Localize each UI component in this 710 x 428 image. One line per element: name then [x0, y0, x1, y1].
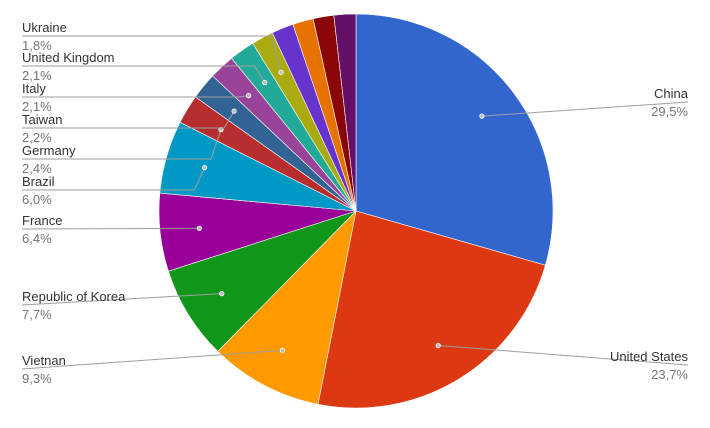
slice-label-republic-of-korea: Republic of Korea	[22, 289, 126, 304]
leader-dot-france	[196, 225, 202, 231]
leader-line-brazil	[22, 167, 205, 191]
pie-slice-vietnan	[217, 210, 357, 405]
pie-slice-republic-of-korea	[168, 210, 357, 352]
leader-line-vietnan	[21, 349, 283, 370]
slice-value-brazil: 6,0%	[22, 192, 52, 207]
slice-label-united-kingdom: United Kingdom	[22, 50, 115, 65]
leader-dot-germany	[218, 127, 224, 133]
slice-label-vietnan: Vietnan	[22, 353, 66, 368]
slice-value-germany: 2,4%	[22, 161, 52, 176]
leader-dot-taiwan	[231, 108, 237, 114]
slice-label-france: France	[22, 213, 62, 228]
pie-slice-unlabeled-14	[333, 13, 357, 212]
leader-line-taiwan	[22, 110, 235, 129]
slice-value-united-kingdom: 2,1%	[22, 68, 52, 83]
slice-value-taiwan: 2,2%	[22, 130, 52, 145]
slice-label-ukraine: Ukraine	[22, 20, 67, 35]
slice-label-taiwan: Taiwan	[22, 112, 62, 127]
slice-value-france: 6,4%	[22, 231, 52, 246]
slice-value-ukraine: 1,8%	[22, 38, 52, 53]
pie-slice-china	[355, 13, 554, 266]
slice-value-republic-of-korea: 7,7%	[22, 307, 52, 322]
leader-dot-republic-of-korea	[219, 290, 225, 297]
pie-slice-united-states	[317, 210, 546, 409]
leader-line-ukraine	[22, 35, 282, 73]
leader-line-china	[481, 101, 689, 117]
leader-line-germany	[22, 129, 222, 160]
leader-dot-italy	[246, 93, 252, 99]
slice-label-germany: Germany	[22, 143, 76, 158]
leader-line-united-states	[438, 345, 689, 366]
slice-label-china: China	[654, 86, 689, 101]
slice-labels: China 29,5% United States 23,7% Vietnan 9,3% R…	[22, 20, 689, 386]
slice-value-vietnan: 9,3%	[22, 371, 52, 386]
leader-line-italy	[22, 95, 249, 98]
leader-line-france	[21, 227, 200, 230]
leader-dot-brazil	[201, 165, 208, 171]
leader-dot-united-states	[435, 342, 441, 349]
leader-line-united-kingdom	[22, 65, 266, 83]
leader-dot-china	[479, 113, 485, 119]
leader-lines	[21, 35, 689, 370]
slice-label-italy: Italy	[22, 81, 46, 96]
slice-value-united-states: 23,7%	[651, 367, 688, 382]
slice-label-united-states: United States	[610, 349, 689, 364]
leader-line-republic-of-korea	[21, 293, 222, 306]
leader-dot-united-kingdom	[262, 79, 268, 86]
pie-slices	[158, 13, 554, 409]
leader-dot-ukraine	[278, 69, 284, 75]
slice-label-brazil: Brazil	[22, 174, 55, 189]
slice-value-italy: 2,1%	[22, 99, 52, 114]
leader-dot-vietnan	[279, 347, 285, 353]
slice-value-china: 29,5%	[651, 104, 688, 119]
